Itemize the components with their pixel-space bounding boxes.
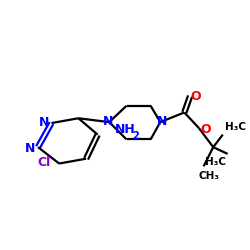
Text: N: N	[157, 115, 167, 128]
Text: N: N	[103, 115, 114, 128]
Text: O: O	[190, 90, 201, 102]
Text: NH: NH	[115, 123, 136, 136]
Text: H₃C: H₃C	[205, 156, 226, 166]
Text: N: N	[38, 116, 49, 128]
Text: Cl: Cl	[37, 156, 51, 169]
Text: 2: 2	[132, 130, 139, 140]
Text: N: N	[25, 142, 35, 154]
Text: H₃C: H₃C	[225, 122, 246, 132]
Text: CH₃: CH₃	[199, 171, 220, 181]
Text: O: O	[200, 123, 211, 136]
